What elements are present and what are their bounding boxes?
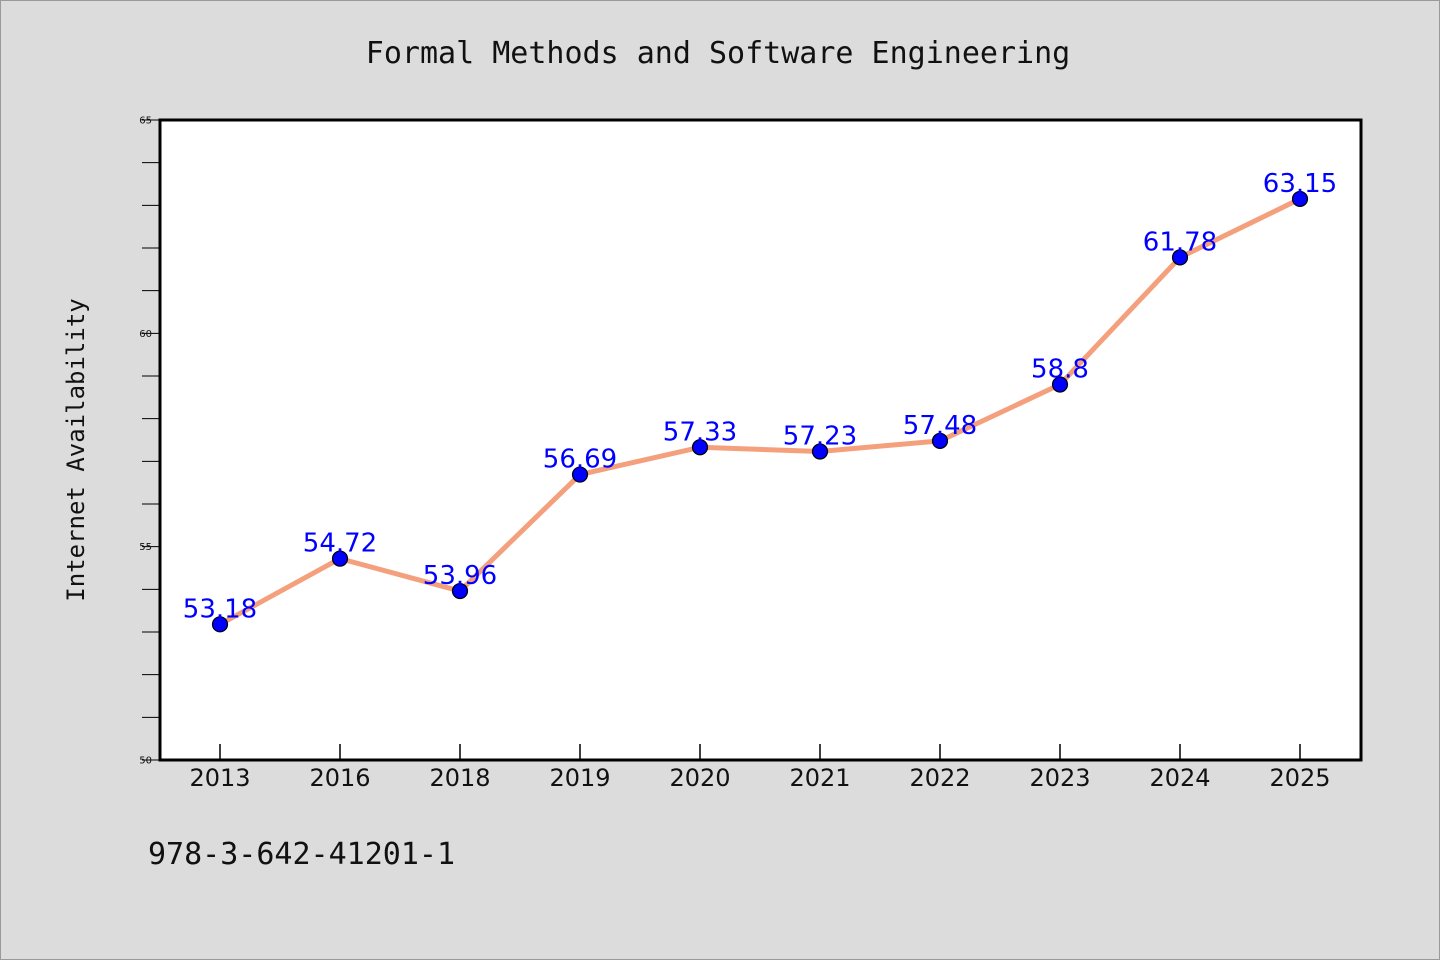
series-line (217, 196, 1303, 627)
data-point (931, 432, 949, 449)
x-tick-label: 2025 (1269, 764, 1330, 792)
data-label: 57.48 (903, 411, 977, 441)
data-label: 56.69 (543, 445, 617, 475)
data-label: 53.18 (183, 594, 257, 624)
data-label: 63.15 (1263, 169, 1337, 199)
isbn-text: 978-3-642-41201-1 (148, 837, 455, 872)
data-label: 57.23 (783, 422, 857, 452)
y-tick-label: 55 (139, 542, 152, 553)
data-point (211, 616, 229, 633)
y-tick-label: 60 (139, 329, 152, 340)
data-label: 61.78 (1143, 227, 1217, 257)
data-label: 53.96 (423, 561, 497, 591)
data-label: 54.72 (303, 529, 377, 559)
x-tick-label: 2020 (669, 764, 730, 792)
x-tick-label: 2018 (429, 764, 490, 792)
data-point (331, 550, 349, 567)
x-tick-label: 2021 (789, 764, 850, 792)
plot-frame (158, 118, 1363, 762)
x-tick-label: 2023 (1029, 764, 1090, 792)
data-point (1171, 249, 1189, 266)
x-tick-label: 2013 (189, 764, 250, 792)
data-label: 57.33 (663, 417, 737, 447)
data-point (571, 466, 589, 483)
data-point (451, 582, 469, 600)
x-tick-label: 2022 (909, 764, 970, 792)
plot-area (160, 120, 1361, 760)
y-tick-label: 50 (139, 756, 152, 767)
data-point (1051, 376, 1069, 393)
x-tick-label: 2016 (309, 764, 370, 792)
y-axis-label: Internet Availability (62, 298, 90, 601)
x-tick-label: 2024 (1149, 764, 1210, 792)
x-tick-label: 2019 (549, 764, 610, 792)
data-point (1291, 190, 1309, 208)
data-label: 58.8 (1031, 355, 1089, 385)
series-group: 53.18 54.72 53.96 56.69 57.33 57.23 57.48 58.8 6… (183, 169, 1337, 633)
chart-title: Formal Methods and Software Engineering (366, 36, 1070, 71)
y-tick-label: 65 (139, 116, 152, 127)
data-point (691, 439, 709, 456)
axis-ticks: 50 55 60 65 2013 2016 2018 2019 2020 2021 2022 2023… (139, 116, 1330, 793)
data-point (811, 443, 829, 460)
